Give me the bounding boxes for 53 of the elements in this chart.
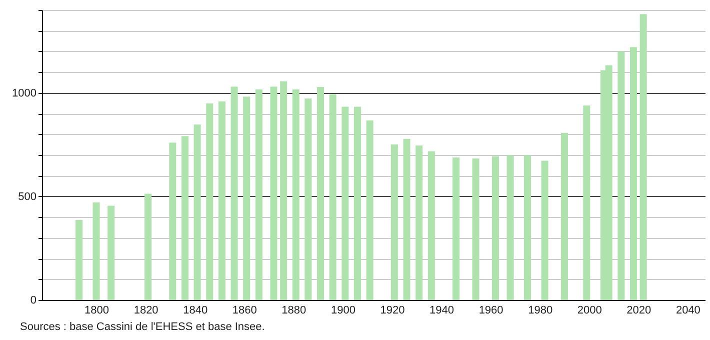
bar xyxy=(317,87,324,300)
bar xyxy=(329,94,336,300)
x-tick-label: 1820 xyxy=(134,304,158,316)
x-tick-label: 1900 xyxy=(330,304,356,316)
bar xyxy=(292,89,300,300)
bar xyxy=(230,86,238,300)
bar xyxy=(206,103,214,300)
x-tick-label: 1960 xyxy=(478,304,504,316)
x-tick-label: 1920 xyxy=(380,304,405,316)
bar xyxy=(428,151,435,300)
bar xyxy=(108,206,115,300)
bar xyxy=(255,89,262,300)
bar xyxy=(640,14,647,300)
bar xyxy=(506,155,514,300)
x-tick-label: 2040 xyxy=(676,304,700,316)
bar xyxy=(492,156,499,300)
x-tick-label: 1840 xyxy=(183,304,208,316)
bar xyxy=(472,158,480,300)
bar xyxy=(416,145,423,300)
bar xyxy=(366,120,374,300)
bar xyxy=(618,51,625,300)
x-tick-label: 1800 xyxy=(84,304,110,316)
source-note: Sources : base Cassini de l'EHESS et base Insee. xyxy=(20,321,265,333)
bar xyxy=(541,160,548,300)
bar xyxy=(194,124,201,300)
bar xyxy=(280,81,288,300)
y-tick-label: 1000 xyxy=(12,87,36,100)
bar xyxy=(304,98,312,300)
bar xyxy=(76,220,83,300)
bar xyxy=(243,96,250,300)
x-tick-label: 1980 xyxy=(528,304,553,316)
bar xyxy=(524,155,532,300)
bar xyxy=(342,106,349,300)
bar xyxy=(169,142,176,300)
bar xyxy=(390,144,398,300)
bar xyxy=(354,106,361,300)
x-tick-label: 2000 xyxy=(577,304,602,316)
y-tick-label: 500 xyxy=(18,190,36,203)
y-tick-label: 0 xyxy=(30,294,36,306)
x-tick-label: 2020 xyxy=(626,304,652,316)
bar xyxy=(92,202,100,300)
bar xyxy=(560,132,568,300)
x-tick-label: 1880 xyxy=(282,304,306,316)
bar xyxy=(218,101,226,300)
bar xyxy=(630,47,637,300)
x-tick-label: 1860 xyxy=(232,304,257,316)
bar xyxy=(403,138,410,300)
x-tick-label: 1940 xyxy=(430,304,454,316)
bar xyxy=(452,157,460,300)
bar xyxy=(181,136,188,300)
bar xyxy=(583,105,590,300)
bar xyxy=(144,194,152,300)
bar xyxy=(270,86,278,300)
